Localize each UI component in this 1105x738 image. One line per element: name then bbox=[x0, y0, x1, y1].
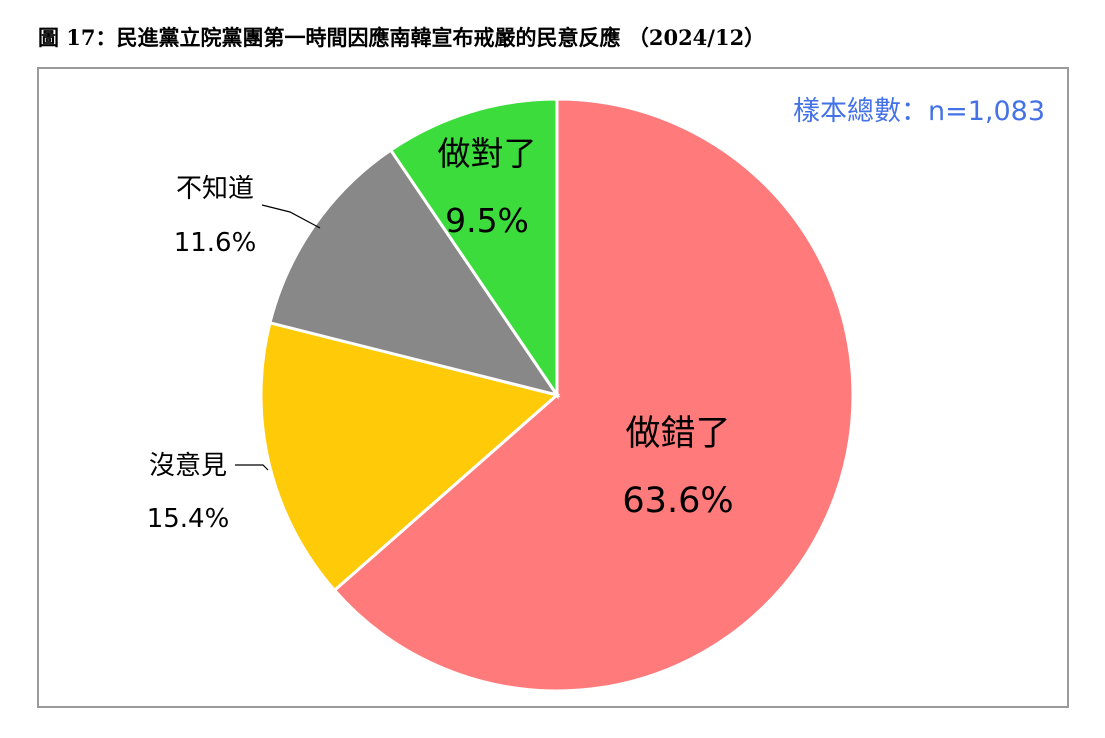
slice-labels: 做錯了 63.6% 沒意見 15.4% 不知道 11.6% 做對了 9.5% bbox=[147, 134, 734, 534]
slice-value-2: 15.4% bbox=[147, 504, 230, 534]
leader-line-2 bbox=[235, 464, 269, 471]
pie-slice-2 bbox=[259, 320, 561, 593]
pie-slices bbox=[259, 97, 855, 693]
leader-lines bbox=[235, 204, 321, 471]
slice-label-4: 做對了 bbox=[438, 134, 537, 173]
pie-slice-4 bbox=[388, 97, 559, 400]
leader-line-3 bbox=[261, 204, 321, 229]
slice-label-1: 做錯了 bbox=[625, 414, 730, 454]
slice-label-3: 不知道 bbox=[176, 174, 254, 204]
slice-value-1: 63.6% bbox=[622, 481, 733, 521]
slice-value-4: 9.5% bbox=[445, 201, 529, 240]
chart-frame bbox=[37, 67, 1069, 708]
pie-slice-1 bbox=[332, 97, 855, 693]
slice-value-3: 11.6% bbox=[174, 228, 257, 258]
slice-label-2: 沒意見 bbox=[149, 451, 227, 481]
chart-title: 圖 17：民進黨立院黨團第一時間因應南韓宣布戒嚴的民意反應 （2024/12） bbox=[38, 25, 766, 50]
sample-size-note: 樣本總數：n=1,083 bbox=[793, 96, 1045, 127]
